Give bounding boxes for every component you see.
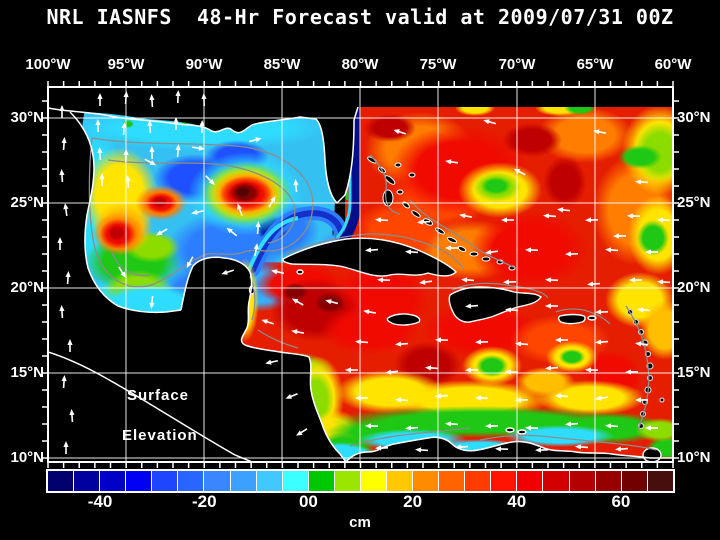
lat-label-left: 15°N bbox=[10, 364, 44, 381]
lat-label-right: 20°N bbox=[677, 279, 711, 296]
colorbar-cell bbox=[334, 471, 361, 491]
lat-label-left: 30°N bbox=[10, 109, 44, 126]
lat-label-right: 15°N bbox=[677, 364, 711, 381]
colorbar-cell bbox=[178, 471, 205, 491]
colorbar-cell bbox=[595, 471, 622, 491]
lon-label: 65°W bbox=[576, 56, 614, 73]
colorbar-cell bbox=[647, 471, 673, 491]
graticule bbox=[48, 87, 673, 462]
colorbar-cell bbox=[517, 471, 544, 491]
colorbar-cell bbox=[491, 471, 518, 491]
colorbar-cell bbox=[204, 471, 231, 491]
colorbar-tick-label: -20 bbox=[191, 492, 217, 511]
islands bbox=[248, 237, 662, 462]
colorbar-cell bbox=[282, 471, 309, 491]
colorbar-tick-label: 00 bbox=[298, 492, 318, 511]
colorbar-cell bbox=[230, 471, 257, 491]
colorbar-cell bbox=[360, 471, 388, 491]
colorbar-cell bbox=[569, 471, 596, 491]
colorbar-tick-label: 20 bbox=[403, 492, 423, 511]
tick-marks bbox=[42, 81, 679, 468]
colorbar-cell bbox=[387, 471, 414, 491]
current-vectors bbox=[57, 90, 671, 454]
lat-label-right: 25°N bbox=[677, 194, 711, 211]
colorbar-cell bbox=[100, 471, 127, 491]
field-label-line2: Elevation bbox=[122, 427, 198, 444]
lat-label-right: 30°N bbox=[677, 109, 711, 126]
lon-label: 60°W bbox=[654, 56, 692, 73]
colorbar-cell bbox=[48, 471, 75, 491]
lon-label: 85°W bbox=[263, 56, 301, 73]
lon-label: 90°W bbox=[185, 56, 223, 73]
lon-label: 100°W bbox=[25, 56, 71, 73]
colorbar-cell bbox=[256, 471, 283, 491]
colorbar-cell bbox=[439, 471, 466, 491]
colorbar-tick-label: 60 bbox=[611, 492, 631, 511]
page-title: NRL IASNFS 48-Hr Forecast valid at 2009/… bbox=[46, 5, 674, 29]
colorbar-tick-label: -40 bbox=[87, 492, 113, 511]
colorbar-unit-label: cm bbox=[349, 514, 371, 531]
colorbar-cell bbox=[543, 471, 570, 491]
colorbar-cell bbox=[152, 471, 179, 491]
lon-label: 80°W bbox=[341, 56, 379, 73]
colorbar-cell bbox=[465, 471, 492, 491]
lon-label: 95°W bbox=[107, 56, 145, 73]
lon-label: 70°W bbox=[498, 56, 536, 73]
lat-label-left: 25°N bbox=[10, 194, 44, 211]
field-label-line1: Surface bbox=[127, 387, 190, 404]
bathymetry-contours bbox=[88, 137, 657, 451]
colorbar-cell bbox=[308, 471, 335, 491]
lat-label-left: 10°N bbox=[10, 449, 44, 466]
colorbar-tick-label: 40 bbox=[507, 492, 527, 511]
colorbar-cell bbox=[413, 471, 440, 491]
lon-label: 75°W bbox=[419, 56, 457, 73]
lat-label-right: 10°N bbox=[677, 449, 711, 466]
colorbar-cell bbox=[126, 471, 153, 491]
bahamas bbox=[367, 156, 516, 271]
colorbar-cell bbox=[74, 471, 101, 491]
lat-label-left: 20°N bbox=[10, 279, 44, 296]
colorbar bbox=[46, 469, 675, 493]
colorbar-cell bbox=[621, 471, 648, 491]
